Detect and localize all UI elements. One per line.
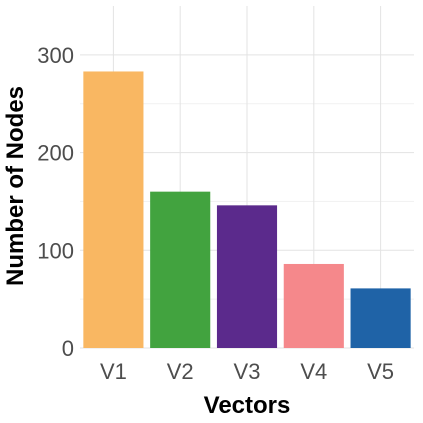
y-tick-label: 0 [62, 336, 74, 361]
bars-layer [83, 71, 411, 349]
y-tick-label: 300 [37, 43, 74, 68]
bar-v3 [216, 205, 278, 348]
y-axis-ticks: 0 100 200 300 [37, 43, 74, 361]
y-tick-label: 100 [37, 238, 74, 263]
bar-v5 [350, 288, 411, 348]
y-axis-title: Number of Nodes [2, 86, 29, 286]
x-tick-label: V4 [300, 359, 327, 384]
x-axis-title: Vectors [204, 392, 291, 419]
x-tick-label: V2 [167, 359, 194, 384]
x-tick-label: V1 [100, 359, 127, 384]
x-tick-label: V5 [367, 359, 394, 384]
bar-v2 [150, 191, 211, 348]
bar-v4 [283, 263, 344, 348]
y-tick-label: 200 [37, 141, 74, 166]
x-tick-label: V3 [234, 359, 261, 384]
x-axis-ticks: V1 V2 V3 V4 V5 [100, 359, 394, 384]
bar-v1 [83, 71, 144, 349]
